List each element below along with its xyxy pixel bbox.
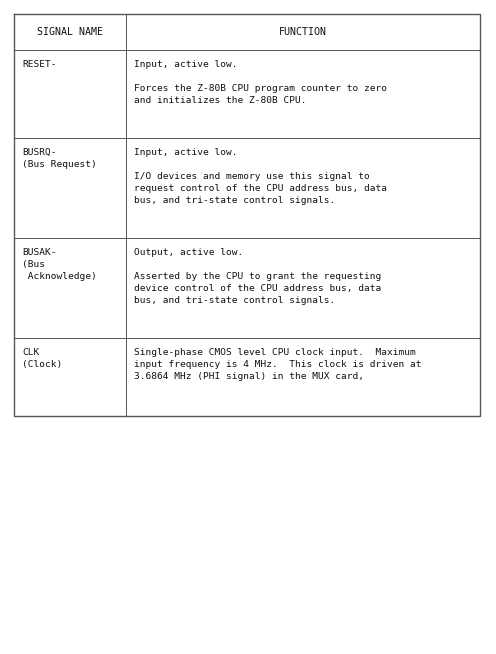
Text: (Clock): (Clock) xyxy=(22,360,62,369)
Text: RESET-: RESET- xyxy=(22,60,57,69)
Text: BUSAK-: BUSAK- xyxy=(22,248,57,257)
Text: and initializes the Z-80B CPU.: and initializes the Z-80B CPU. xyxy=(134,96,307,105)
Text: (Bus Request): (Bus Request) xyxy=(22,160,97,169)
Text: bus, and tri-state control signals.: bus, and tri-state control signals. xyxy=(134,196,335,205)
Text: Forces the Z-80B CPU program counter to zero: Forces the Z-80B CPU program counter to … xyxy=(134,84,387,93)
Text: Input, active low.: Input, active low. xyxy=(134,148,238,157)
Text: BUSRQ-: BUSRQ- xyxy=(22,148,57,157)
Text: Output, active low.: Output, active low. xyxy=(134,248,243,257)
Text: device control of the CPU address bus, data: device control of the CPU address bus, d… xyxy=(134,284,381,293)
Text: input frequency is 4 MHz.  This clock is driven at: input frequency is 4 MHz. This clock is … xyxy=(134,360,422,369)
Text: bus, and tri-state control signals.: bus, and tri-state control signals. xyxy=(134,296,335,305)
Text: 3.6864 MHz (PHI signal) in the MUX card,: 3.6864 MHz (PHI signal) in the MUX card, xyxy=(134,372,364,381)
Text: CLK: CLK xyxy=(22,348,39,357)
Text: FUNCTION: FUNCTION xyxy=(279,27,327,37)
Text: (Bus: (Bus xyxy=(22,260,45,269)
Text: Single-phase CMOS level CPU clock input.  Maximum: Single-phase CMOS level CPU clock input.… xyxy=(134,348,416,357)
Text: Acknowledge): Acknowledge) xyxy=(22,272,97,281)
Text: I/O devices and memory use this signal to: I/O devices and memory use this signal t… xyxy=(134,172,370,181)
Text: request control of the CPU address bus, data: request control of the CPU address bus, … xyxy=(134,184,387,193)
Text: Input, active low.: Input, active low. xyxy=(134,60,238,69)
Text: SIGNAL NAME: SIGNAL NAME xyxy=(37,27,103,37)
Text: Asserted by the CPU to grant the requesting: Asserted by the CPU to grant the request… xyxy=(134,272,381,281)
